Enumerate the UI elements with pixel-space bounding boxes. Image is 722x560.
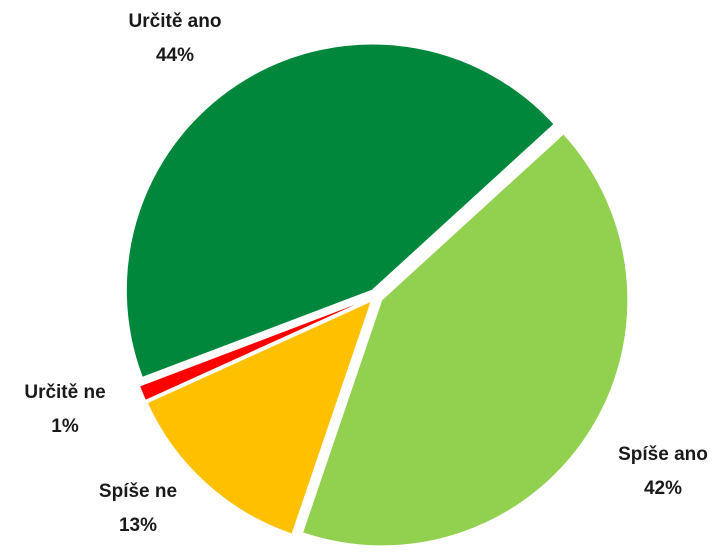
slice-value-label: 42% [644, 478, 682, 499]
slice-value-label: 1% [51, 416, 79, 437]
slice-label: Určitě ne [24, 382, 105, 403]
slice-value-label: 44% [156, 45, 194, 66]
pie-slice [138, 298, 370, 401]
pie-slice [146, 300, 373, 535]
slice-label: Spíše ne [99, 481, 177, 502]
slice-label: Spíše ano [618, 444, 708, 465]
slice-value-label: 13% [119, 515, 157, 536]
pie-slice [125, 43, 555, 379]
pie-slice [301, 133, 629, 547]
slice-label: Určitě ano [129, 11, 222, 32]
